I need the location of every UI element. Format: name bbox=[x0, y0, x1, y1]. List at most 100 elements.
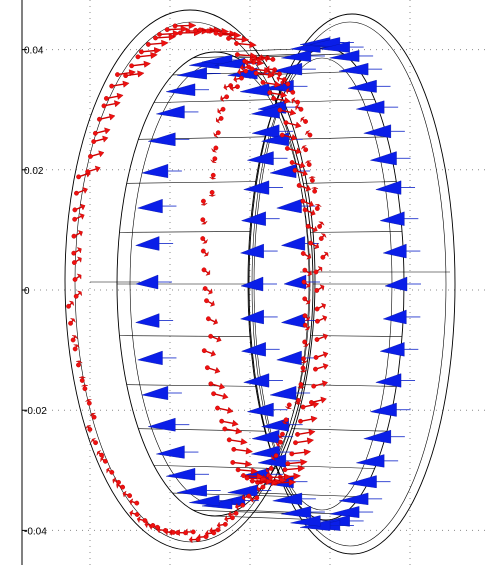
red-arrow bbox=[136, 515, 148, 524]
red-arrow bbox=[285, 87, 296, 95]
red-arrow bbox=[172, 22, 197, 30]
ring-connector-line bbox=[257, 492, 360, 497]
red-arrow bbox=[302, 313, 311, 322]
red-arrow bbox=[300, 198, 314, 208]
red-arrow bbox=[211, 391, 229, 400]
blue-arrow bbox=[243, 180, 283, 195]
red-arrow bbox=[313, 266, 323, 275]
red-arrow bbox=[282, 465, 306, 473]
red-arrow bbox=[71, 247, 82, 256]
red-arrow bbox=[164, 25, 189, 33]
red-arrow bbox=[256, 484, 266, 493]
red-arrow bbox=[302, 296, 311, 305]
red-arrow bbox=[314, 302, 327, 312]
red-arrow bbox=[266, 465, 274, 474]
red-arrow bbox=[85, 165, 101, 175]
red-arrow bbox=[68, 318, 76, 326]
blue-arrow bbox=[177, 67, 221, 80]
blue-arrow bbox=[379, 342, 419, 357]
red-arrow bbox=[302, 207, 316, 217]
red-arrow bbox=[101, 100, 121, 109]
ring-connector-line bbox=[276, 99, 375, 103]
blue-arrow bbox=[240, 276, 277, 292]
blue-arrow bbox=[347, 475, 391, 489]
red-arrow bbox=[156, 526, 168, 534]
red-arrow bbox=[297, 382, 305, 389]
blue-arrow bbox=[141, 385, 182, 400]
red-arrow bbox=[300, 365, 307, 373]
red-arrow bbox=[302, 267, 312, 277]
red-arrow bbox=[103, 92, 124, 101]
ring-connector-line bbox=[276, 465, 375, 469]
red-arrow bbox=[293, 437, 315, 446]
blue-arrow bbox=[189, 495, 234, 507]
red-arrow bbox=[200, 236, 209, 244]
red-arrow bbox=[129, 509, 140, 517]
red-arrow bbox=[201, 348, 217, 357]
red-arrow bbox=[311, 380, 329, 389]
red-arrow bbox=[235, 467, 259, 475]
blue-arrow bbox=[356, 454, 399, 468]
red-arrow bbox=[285, 458, 308, 467]
blue-arrow bbox=[329, 50, 374, 62]
y-tick-label: 0.04 bbox=[24, 46, 44, 57]
red-arrow bbox=[219, 418, 239, 427]
red-arrow bbox=[313, 363, 329, 372]
ring-connector-line bbox=[126, 384, 256, 387]
red-arrow bbox=[271, 69, 282, 77]
blue-arrow bbox=[338, 62, 383, 76]
blue-arrow bbox=[363, 124, 405, 139]
blue-arrow bbox=[329, 506, 374, 518]
red-arrow bbox=[112, 477, 121, 485]
red-arrow bbox=[289, 448, 312, 457]
red-arrow bbox=[200, 217, 208, 225]
red-arrow bbox=[88, 150, 105, 159]
ring-connector-line bbox=[310, 231, 403, 233]
y-tick-label: -0.04 bbox=[24, 526, 47, 537]
ring-connector-line bbox=[291, 428, 387, 432]
red-arrow bbox=[66, 300, 75, 309]
y-tick-label: 0 bbox=[24, 286, 30, 297]
blue-arrow bbox=[240, 211, 280, 226]
blue-arrow bbox=[375, 180, 416, 195]
red-arrow bbox=[301, 356, 308, 364]
red-arrow bbox=[268, 473, 292, 481]
red-arrow bbox=[281, 417, 289, 425]
blue-arrow bbox=[276, 350, 316, 366]
red-arrow bbox=[230, 460, 253, 468]
red-arrow bbox=[263, 55, 276, 63]
red-arrow bbox=[301, 279, 311, 288]
red-arrow bbox=[223, 83, 234, 91]
blue-arrow bbox=[166, 83, 209, 96]
blue-arrow bbox=[156, 445, 199, 459]
red-arrow bbox=[79, 376, 86, 383]
red-arrow bbox=[215, 405, 234, 414]
red-arrow bbox=[298, 415, 318, 424]
red-arrow bbox=[129, 498, 140, 506]
blue-arrow bbox=[379, 211, 419, 226]
red-arrow bbox=[220, 94, 230, 103]
red-arrow bbox=[226, 437, 248, 446]
red-arrow bbox=[215, 116, 224, 124]
red-arrow bbox=[200, 248, 209, 257]
red-arrow bbox=[226, 35, 250, 43]
red-arrow bbox=[304, 160, 312, 167]
red-arrow bbox=[208, 381, 226, 390]
red-arrow bbox=[72, 203, 86, 213]
red-arrow bbox=[315, 315, 328, 324]
blue-arrow bbox=[384, 276, 421, 292]
blue-arrow bbox=[243, 373, 283, 388]
blue-arrow bbox=[290, 515, 335, 527]
red-arrow bbox=[201, 267, 211, 276]
red-arrow bbox=[295, 429, 316, 437]
red-arrow bbox=[305, 223, 318, 233]
red-arrow bbox=[213, 130, 221, 138]
blue-arrow bbox=[347, 79, 391, 93]
red-arrow bbox=[314, 284, 325, 293]
red-arrow bbox=[305, 130, 313, 138]
blue-arrow bbox=[240, 342, 280, 357]
red-arrow bbox=[300, 401, 320, 410]
red-arrow bbox=[202, 286, 213, 295]
red-arrow bbox=[229, 84, 240, 92]
